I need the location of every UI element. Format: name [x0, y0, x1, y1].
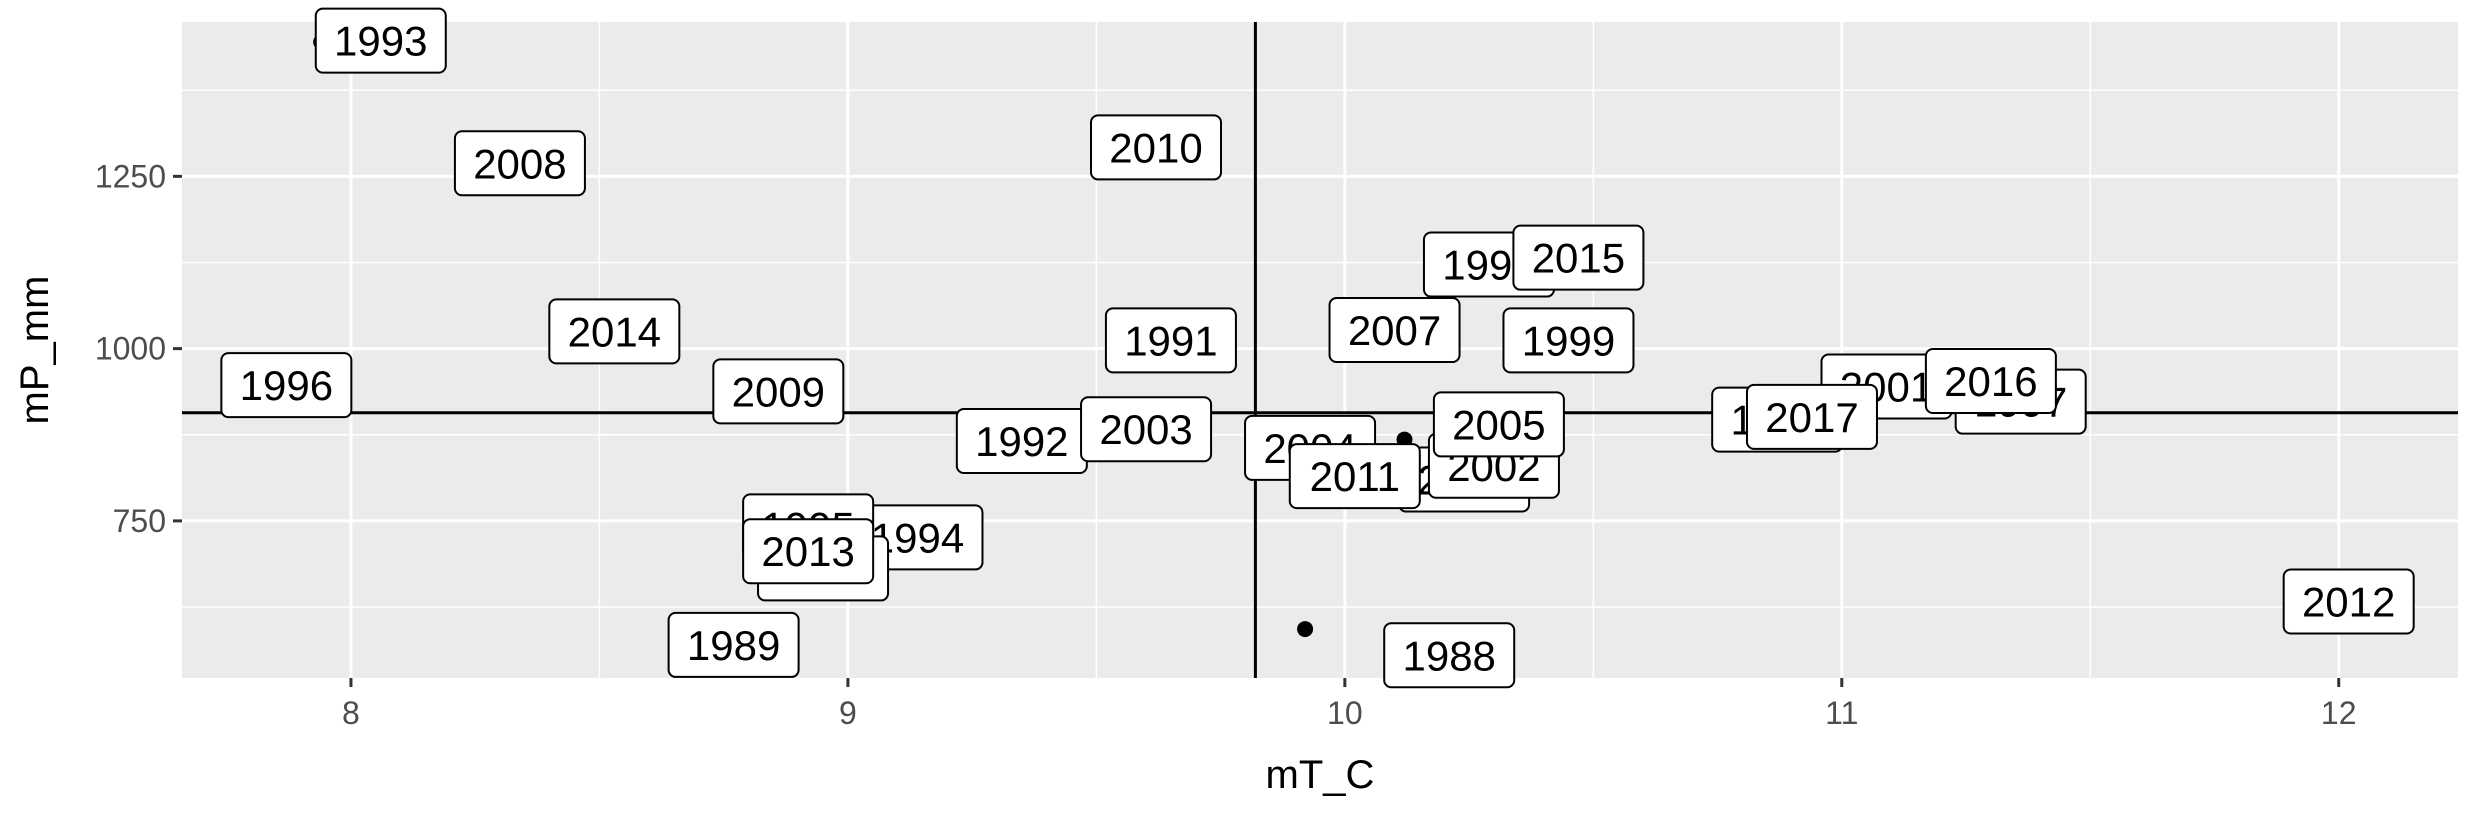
x-tick-label: 10	[1327, 695, 1363, 731]
x-axis-ticks: 8 9 10 11 12	[342, 678, 2357, 731]
x-tick-label: 11	[1825, 695, 1858, 731]
y-tick-label: 1000	[95, 331, 166, 367]
data-label-box	[2282, 568, 2415, 635]
data-label-box	[1080, 396, 1213, 463]
data-label-text: 2008	[473, 140, 566, 187]
data-label-box	[742, 518, 875, 585]
data-label: 2013	[742, 518, 875, 585]
data-label: 2007	[1328, 297, 1461, 364]
data-label: 1992	[955, 407, 1088, 474]
data-labels: 1988198919901991199219931994199519961997…	[220, 7, 2415, 689]
data-label-box	[1104, 307, 1237, 374]
data-label: 2015	[1512, 224, 1645, 291]
data-label: 2005	[1432, 391, 1565, 458]
data-label-text: 2007	[1348, 307, 1441, 354]
data-label-text: 1988	[1402, 632, 1495, 679]
data-label-box	[548, 298, 681, 365]
data-label: 2010	[1090, 114, 1223, 181]
data-label: 1999	[1502, 307, 1635, 374]
data-label-box	[220, 352, 353, 419]
data-label-box	[1432, 391, 1565, 458]
data-label-box	[314, 7, 447, 74]
x-tick-label: 8	[342, 695, 360, 731]
data-label: 1991	[1104, 307, 1237, 374]
x-tick-label: 9	[839, 695, 857, 731]
data-label-text: 2012	[2302, 579, 2395, 626]
data-label-box	[1383, 622, 1516, 689]
data-label: 2016	[1924, 348, 2057, 415]
data-label-box	[1924, 348, 2057, 415]
data-label: 1996	[220, 352, 353, 419]
data-label-text: 1993	[334, 18, 427, 65]
data-label-box	[712, 358, 845, 425]
y-axis-title: mP_mm	[13, 276, 57, 425]
data-label: 2011	[1288, 443, 1421, 510]
y-tick-label: 750	[113, 503, 166, 539]
data-label-text: 2015	[1532, 235, 1625, 282]
data-label: 2009	[712, 358, 845, 425]
data-label-text: 2011	[1310, 453, 1400, 500]
data-label-box	[1512, 224, 1645, 291]
y-tick-label: 1250	[95, 158, 166, 194]
data-label-box	[453, 130, 586, 197]
data-label-box	[1502, 307, 1635, 374]
x-axis-title: mT_C	[1266, 753, 1375, 797]
data-point	[1297, 621, 1314, 638]
data-label-text: 1996	[240, 362, 333, 409]
data-label-text: 2009	[732, 368, 825, 415]
data-label-text: 2005	[1452, 401, 1545, 448]
data-label: 2012	[2282, 568, 2415, 635]
data-label-box	[1288, 443, 1421, 510]
data-label-text: 2017	[1765, 394, 1858, 441]
data-label-box	[667, 611, 800, 678]
data-label-text: 2016	[1944, 358, 2037, 405]
data-label-text: 1992	[975, 418, 1068, 465]
data-label-box	[1090, 114, 1223, 181]
data-label-text: 2013	[761, 528, 854, 575]
data-label-text: 1999	[1522, 317, 1615, 364]
data-label: 2003	[1080, 396, 1213, 463]
x-tick-label: 12	[2321, 695, 2357, 731]
data-label: 2017	[1745, 383, 1878, 450]
data-label: 1989	[667, 611, 800, 678]
data-label: 1988	[1383, 622, 1516, 689]
data-label-box	[1328, 297, 1461, 364]
data-label-text: 2003	[1099, 406, 1192, 453]
data-label: 2008	[453, 130, 586, 197]
y-axis-ticks: 750 1000 1250	[95, 158, 182, 539]
data-label-text: 2014	[568, 308, 661, 355]
data-label: 2014	[548, 298, 681, 365]
data-label: 1993	[314, 7, 447, 74]
data-label-text: 2010	[1109, 124, 1202, 171]
data-label-box	[1745, 383, 1878, 450]
data-label-text: 1989	[687, 622, 780, 669]
data-label-text: 1991	[1124, 317, 1217, 364]
